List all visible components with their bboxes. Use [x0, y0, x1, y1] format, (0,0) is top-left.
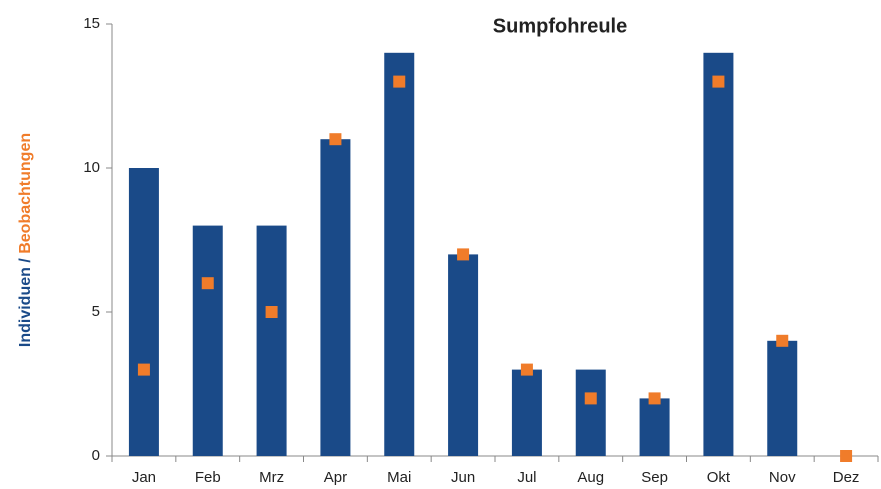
- x-tick-label: Jun: [451, 469, 475, 486]
- marker: [201, 277, 214, 290]
- y-tick-label: 5: [92, 303, 100, 320]
- marker: [584, 392, 597, 405]
- y-tick-label: 10: [83, 159, 100, 176]
- x-tick-label: Mai: [387, 469, 411, 486]
- y-label-part: Beobachtungen: [17, 133, 34, 254]
- bar: [767, 340, 798, 456]
- marker: [520, 363, 533, 376]
- y-axis-label: Individuen / Beobachtungen: [17, 133, 34, 347]
- marker: [776, 334, 789, 347]
- chart-title: Sumpfohreule: [493, 15, 627, 37]
- marker: [329, 133, 342, 146]
- marker: [712, 75, 725, 88]
- bar: [703, 52, 734, 457]
- bar: [384, 52, 415, 457]
- x-tick-label: Sep: [641, 469, 668, 486]
- x-tick-label: Mrz: [259, 469, 284, 486]
- x-tick-label: Feb: [195, 469, 221, 486]
- marker: [393, 75, 406, 88]
- bar: [128, 168, 159, 456]
- bar: [575, 369, 606, 456]
- x-tick-label: Aug: [577, 469, 604, 486]
- bar: [256, 225, 287, 456]
- y-tick-label: 0: [92, 447, 100, 464]
- x-tick-label: Apr: [324, 469, 347, 486]
- marker: [457, 248, 470, 261]
- marker: [840, 450, 853, 462]
- y-label-part: Individuen /: [17, 258, 34, 347]
- x-tick-label: Dez: [833, 469, 860, 486]
- x-tick-label: Jan: [132, 469, 156, 486]
- x-tick-label: Nov: [769, 469, 796, 486]
- marker: [265, 306, 278, 318]
- bar: [511, 369, 542, 456]
- marker: [137, 363, 150, 376]
- bar: [639, 398, 670, 456]
- marker: [648, 392, 661, 405]
- x-tick-label: Jul: [517, 469, 536, 486]
- y-tick-label: 15: [83, 15, 100, 32]
- bar: [448, 254, 479, 456]
- x-tick-label: Okt: [707, 469, 731, 486]
- bar: [192, 225, 223, 456]
- bar: [320, 139, 351, 456]
